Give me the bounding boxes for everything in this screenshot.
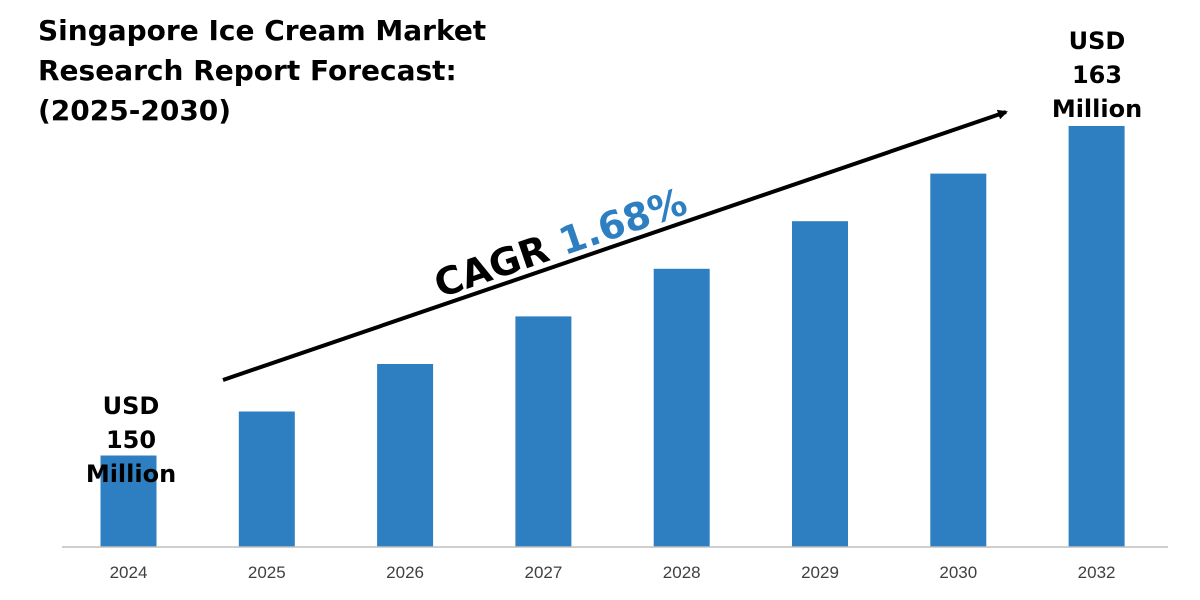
growth-arrow — [222, 109, 1008, 382]
x-tick-label-2024: 2024 — [110, 563, 148, 582]
x-tick-label-2028: 2028 — [663, 563, 701, 582]
start-value-label: USD 150 Million — [86, 392, 176, 488]
start-label-line-1: USD — [103, 392, 160, 420]
x-tick-label-2029: 2029 — [801, 563, 839, 582]
start-label-line-3: Million — [86, 460, 176, 488]
chart-title-line-2: Research Report Forecast: — [38, 54, 457, 87]
chart-title-line-1: Singapore Ice Cream Market — [38, 14, 486, 47]
cagr-label: CAGR — [429, 227, 555, 307]
bar-2029 — [792, 221, 848, 547]
bar-2032 — [1068, 126, 1125, 547]
bar-2026 — [377, 364, 434, 547]
chart-title: Singapore Ice Cream Market Research Repo… — [38, 14, 486, 127]
end-label-line-3: Million — [1052, 95, 1142, 123]
start-label-line-2: 150 — [106, 426, 156, 454]
bar-2027 — [515, 316, 572, 547]
bar-2028 — [653, 268, 710, 547]
bar-2030 — [930, 173, 987, 547]
bar-series — [100, 126, 1125, 547]
x-tick-label-2032: 2032 — [1078, 563, 1116, 582]
x-tick-label-2027: 2027 — [524, 563, 562, 582]
bar-2025 — [238, 411, 295, 547]
cagr-text: CAGR1.68% — [429, 180, 693, 307]
end-value-label: USD 163 Million — [1052, 27, 1142, 123]
x-axis-ticks: 2024 2025 2026 2027 2028 2029 2030 2032 — [110, 563, 1116, 582]
end-label-line-1: USD — [1069, 27, 1126, 55]
bar-2024 — [100, 455, 157, 547]
x-tick-label-2026: 2026 — [386, 563, 424, 582]
chart-title-line-3: (2025-2030) — [38, 94, 231, 127]
cagr-value: 1.68% — [553, 180, 692, 264]
x-tick-label-2030: 2030 — [939, 563, 977, 582]
end-label-line-2: 163 — [1072, 61, 1122, 89]
cagr-annotation: CAGR1.68% — [429, 180, 693, 307]
x-tick-label-2025: 2025 — [248, 563, 286, 582]
